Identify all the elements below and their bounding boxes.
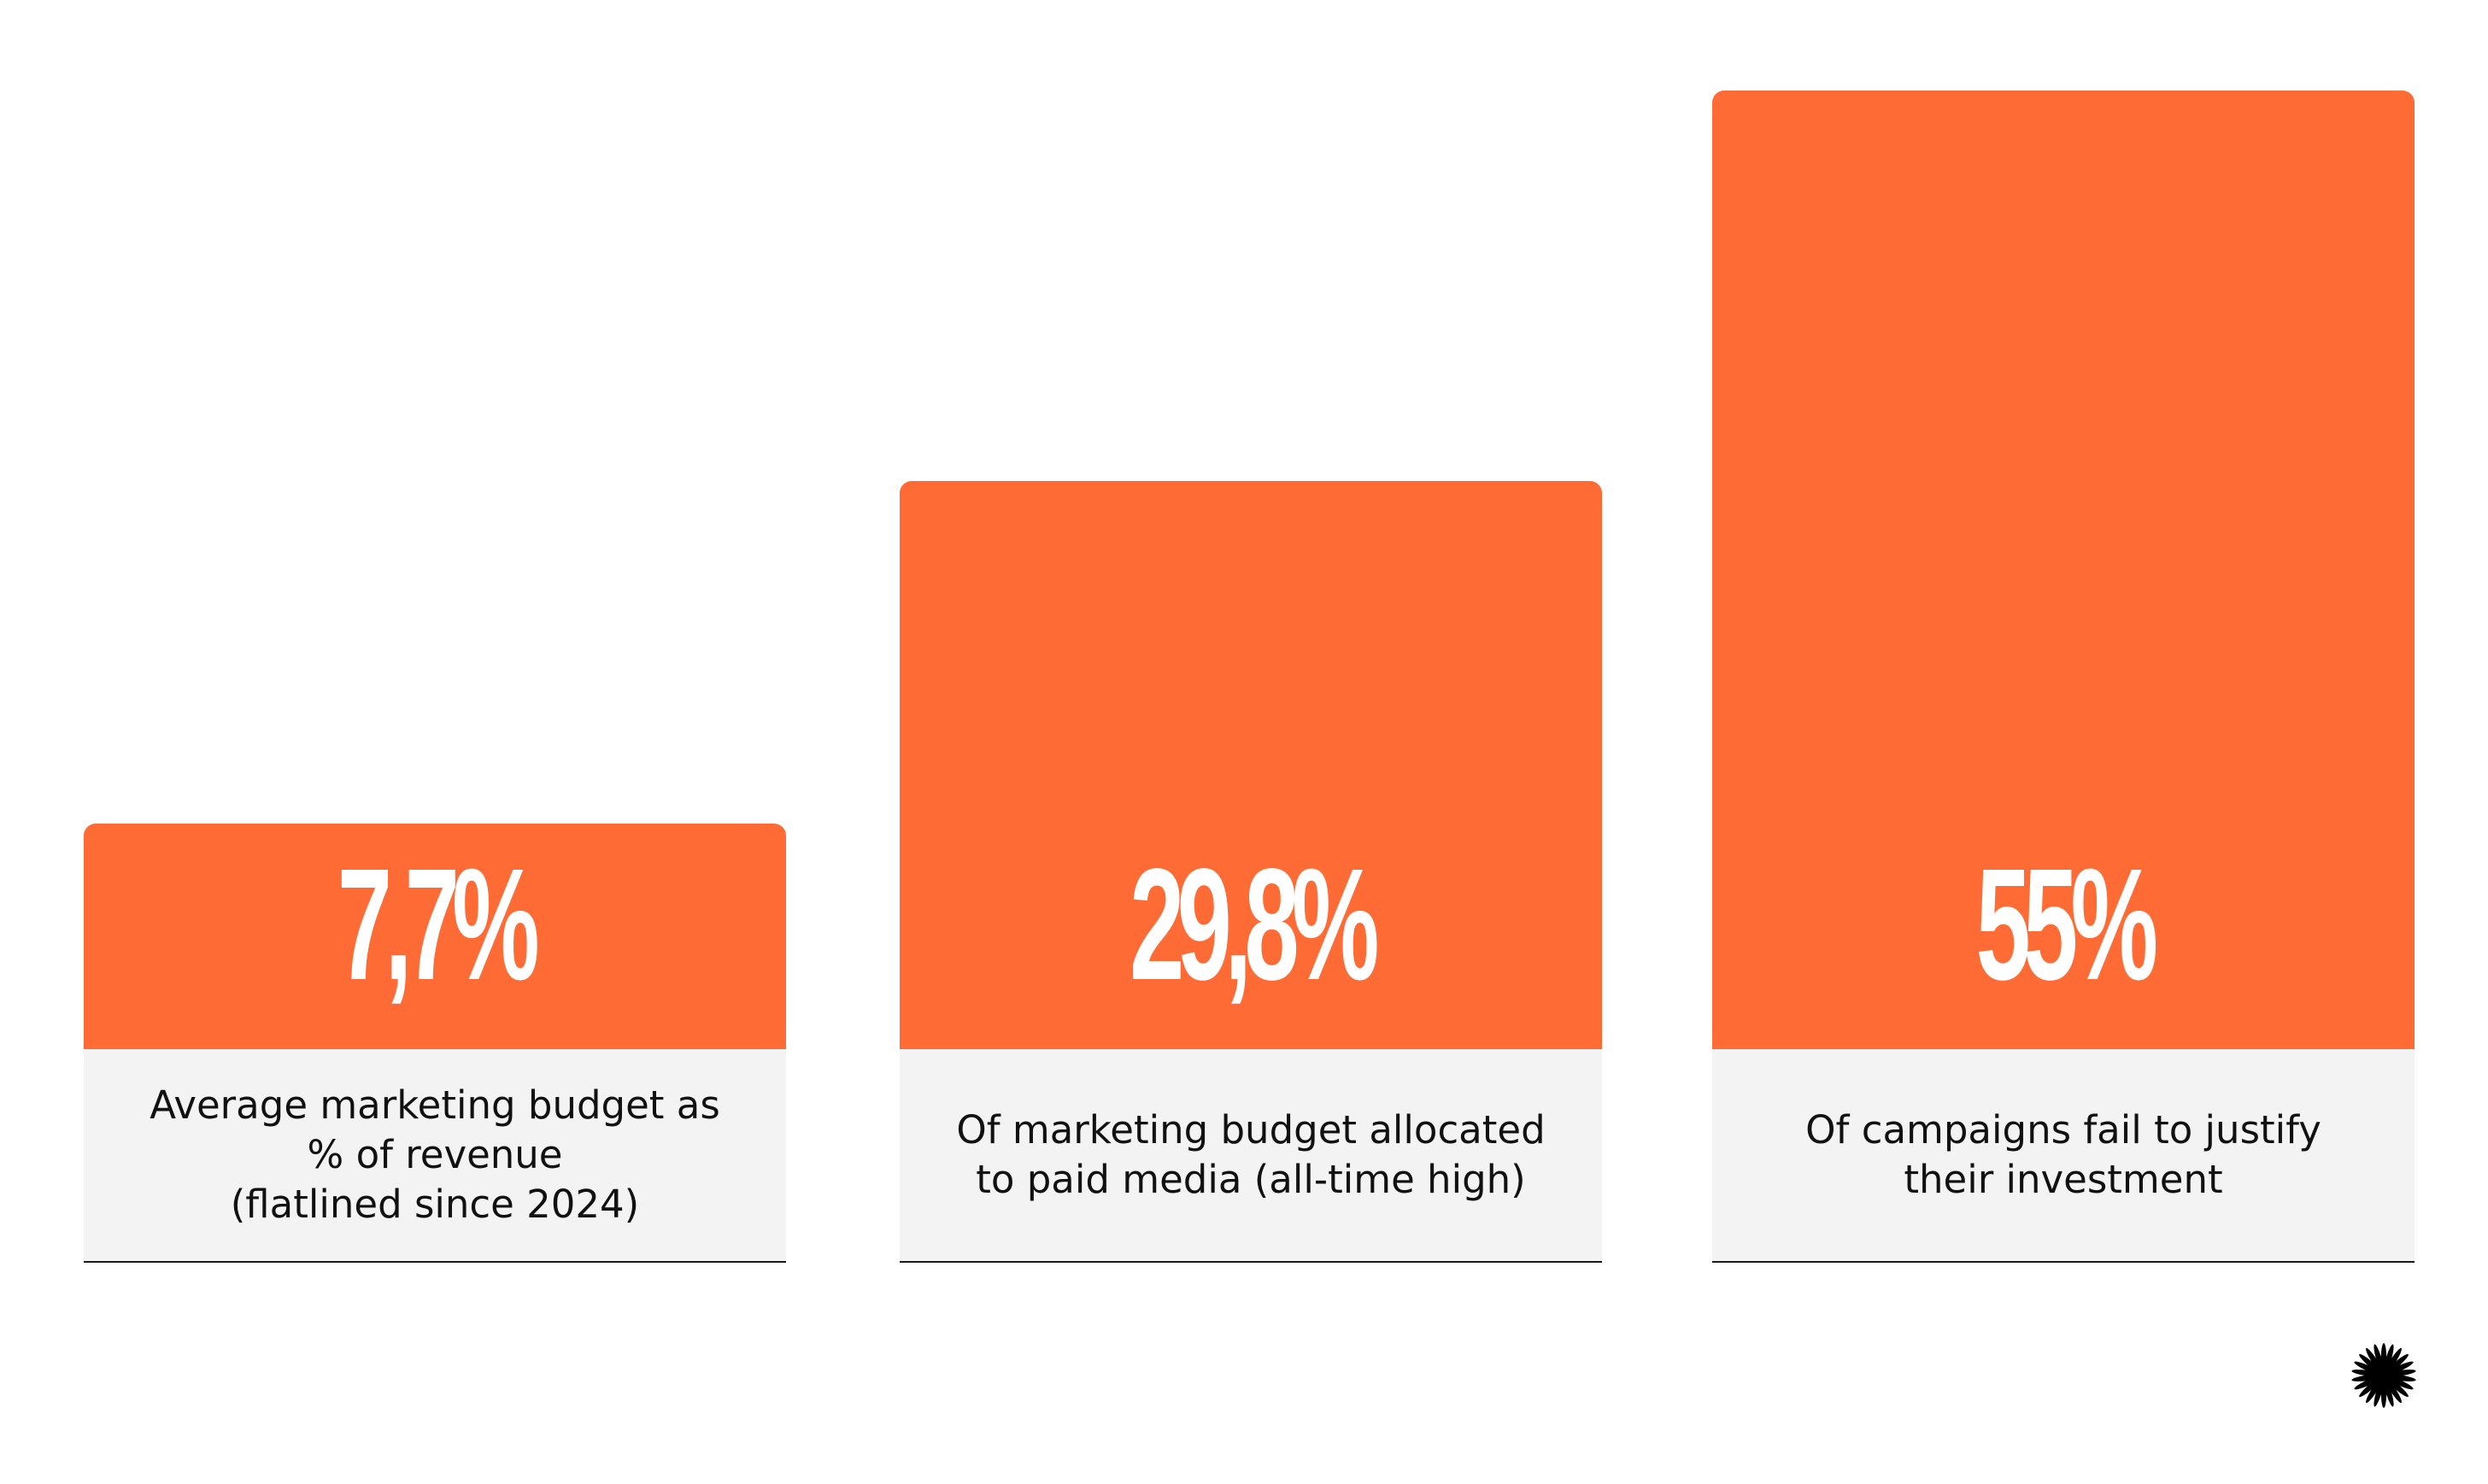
burst-petal bbox=[2384, 1376, 2402, 1404]
burst-petal bbox=[2385, 1376, 2409, 1398]
category-label: Of marketing budget allocated to paid me… bbox=[956, 1107, 1546, 1202]
bar-budget-revenue: 7,7% bbox=[84, 824, 786, 1049]
burst-petal bbox=[2385, 1361, 2414, 1375]
burst-petal bbox=[2359, 1376, 2383, 1398]
burst-petal bbox=[2385, 1375, 2414, 1390]
burst-petal bbox=[2385, 1353, 2409, 1375]
bar-group-campaigns-fail: 55% Of campaigns fail to justify their i… bbox=[1712, 91, 2415, 1263]
burst-petal bbox=[2359, 1353, 2383, 1375]
burst-petal bbox=[2374, 1376, 2385, 1407]
bar-paid-media: 29,8% bbox=[900, 481, 1602, 1049]
bar-value-label: 29,8% bbox=[1130, 836, 1379, 1013]
bar-group-paid-media: 29,8% Of marketing budget allocated to p… bbox=[900, 481, 1602, 1263]
bar-value-label: 7,7% bbox=[337, 836, 540, 1013]
burst-petal bbox=[2384, 1347, 2402, 1375]
burst-petal bbox=[2383, 1344, 2394, 1375]
bar-campaigns-fail: 55% bbox=[1712, 91, 2415, 1049]
burst-petal bbox=[2354, 1375, 2383, 1390]
burst-petal bbox=[2385, 1374, 2416, 1381]
burst-center bbox=[2375, 1367, 2392, 1384]
burst-petal bbox=[2374, 1344, 2385, 1375]
burst-petal bbox=[2354, 1361, 2383, 1375]
category-label: Average marketing budget as % of revenue… bbox=[150, 1082, 720, 1227]
category-label: Of campaigns fail to justify their inves… bbox=[1805, 1107, 2321, 1202]
burst-petal bbox=[2366, 1347, 2384, 1375]
caption-box: Of campaigns fail to justify their inves… bbox=[1712, 1049, 2415, 1263]
burst-petal bbox=[2351, 1370, 2383, 1377]
burst-petal bbox=[2366, 1376, 2384, 1404]
bar-value-label: 55% bbox=[1975, 836, 2158, 1013]
asterisk-burst-icon bbox=[2351, 1343, 2416, 1408]
bar-group-budget-revenue: 7,7% Average marketing budget as % of re… bbox=[84, 824, 786, 1263]
caption-box: Of marketing budget allocated to paid me… bbox=[900, 1049, 1602, 1263]
caption-box: Average marketing budget as % of revenue… bbox=[84, 1049, 786, 1263]
